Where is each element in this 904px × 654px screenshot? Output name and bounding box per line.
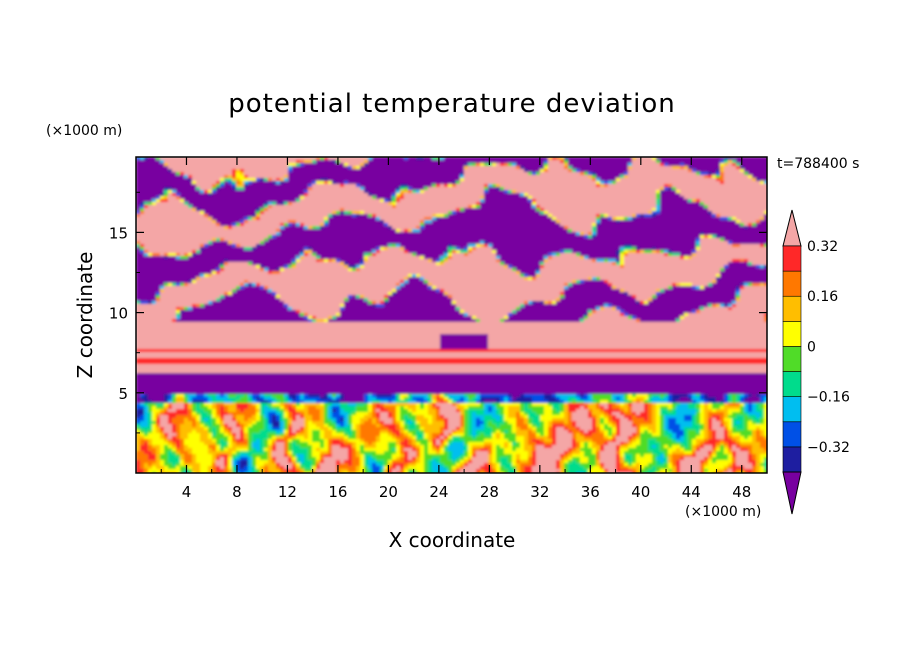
colorbar-min-extension: [782, 471, 802, 515]
x-tick-label: 4: [182, 483, 192, 501]
x-axis-label: X coordinate: [389, 528, 516, 552]
y-tick-label: 10: [109, 305, 128, 323]
y-unit-label: (×1000 m): [46, 123, 122, 139]
x-tick-label: 28: [480, 483, 499, 501]
chart-title: potential temperature deviation: [228, 89, 675, 119]
colorbar-segment: [782, 446, 802, 473]
x-tick-label: 20: [379, 483, 398, 501]
y-tick-label: 5: [118, 385, 128, 403]
colorbar-label: 0: [807, 339, 816, 355]
x-tick-label: 48: [732, 483, 751, 501]
colorbar-segment: [782, 421, 802, 448]
colorbar-segment: [782, 270, 802, 297]
colorbar-segment: [782, 396, 802, 423]
colorbar-label: −0.16: [807, 390, 850, 406]
colorbar-segment: [782, 295, 802, 322]
colorbar-segment: [782, 321, 802, 347]
colorbar-segment: [782, 346, 802, 372]
plot-area: [136, 157, 767, 473]
x-tick-label: 44: [682, 483, 701, 501]
colorbar-label: 0.16: [807, 289, 838, 305]
time-label: t=788400 s: [777, 156, 859, 172]
x-tick-label: 16: [328, 483, 347, 501]
x-tick-label: 40: [631, 483, 650, 501]
contour-field: [136, 157, 767, 473]
y-axis-label: Z coordinate: [73, 252, 97, 379]
y-tick-label: 15: [109, 224, 128, 242]
colorbar-label: −0.32: [807, 440, 850, 456]
x-axis: 4 8 12 16 20 24 28 32 36 40 44 48: [160, 157, 751, 501]
x-tick-label: 12: [278, 483, 297, 501]
x-unit-label: (×1000 m): [685, 504, 761, 520]
x-tick-label: 24: [429, 483, 448, 501]
colorbar-max-extension: [782, 209, 802, 247]
colorbar-segment: [782, 245, 802, 272]
plot-frame: [135, 156, 768, 474]
x-tick-label: 36: [581, 483, 600, 501]
x-tick-label: 32: [530, 483, 549, 501]
y-axis: 5 10 15: [109, 191, 767, 434]
x-tick-label: 8: [232, 483, 242, 501]
colorbar-label: 0.32: [807, 239, 838, 255]
colorbar-segment: [782, 371, 802, 397]
colorbar: 0.32 0.16 0 −0.16 −0.32: [782, 209, 850, 515]
